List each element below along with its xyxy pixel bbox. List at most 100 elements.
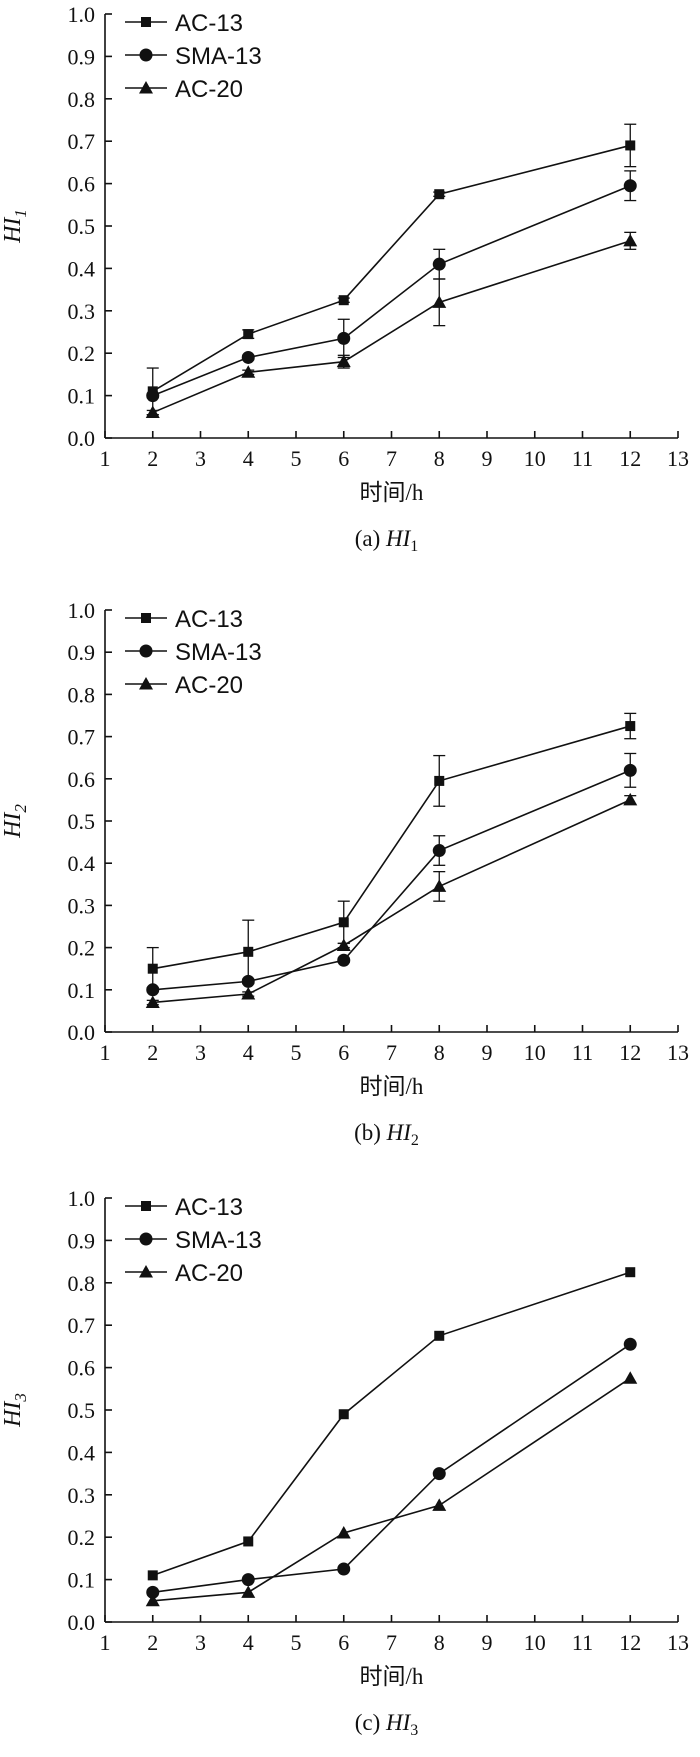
data-point bbox=[432, 295, 447, 308]
data-point bbox=[623, 1337, 637, 1351]
legend-marker bbox=[139, 48, 153, 62]
y-tick-label: 0.6 bbox=[68, 1356, 96, 1381]
x-tick-label: 7 bbox=[386, 1040, 397, 1065]
x-tick-label: 6 bbox=[338, 1040, 349, 1065]
chart-panel-c: 0.00.10.20.30.40.50.60.70.80.91.01 2 3 4 5 6 7… bbox=[0, 1186, 689, 1739]
data-point bbox=[338, 1409, 349, 1420]
x-tick-label: 4 bbox=[243, 1040, 254, 1065]
y-axis-title-main: HI bbox=[0, 217, 26, 244]
y-axis-title: HI1 bbox=[0, 209, 30, 244]
series-line bbox=[152, 240, 631, 414]
legend: AC-13 SMA-13 AC-20 bbox=[125, 10, 262, 103]
data-point bbox=[243, 1536, 254, 1547]
series-line bbox=[152, 769, 631, 991]
y-tick-label: 0.1 bbox=[68, 384, 96, 409]
x-tick-label: 1 bbox=[100, 446, 111, 471]
x-tick-label: 8 bbox=[434, 446, 445, 471]
panel-caption-label: (c) bbox=[355, 1710, 381, 1735]
y-tick-label: 0.3 bbox=[68, 1483, 96, 1508]
data-point bbox=[241, 365, 256, 378]
x-tick-label: 11 bbox=[572, 1630, 593, 1655]
series-sma-13 bbox=[146, 170, 637, 403]
y-tick-label: 0.9 bbox=[68, 640, 96, 665]
data-point bbox=[623, 233, 638, 247]
x-tick-label: 2 bbox=[147, 1630, 158, 1655]
y-tick-label: 0.5 bbox=[68, 1398, 96, 1423]
y-tick-label: 0.9 bbox=[68, 1228, 96, 1253]
x-tick-label: 5 bbox=[291, 1630, 302, 1655]
y-tick-label: 0.2 bbox=[68, 936, 96, 961]
x-tick-label: 7 bbox=[386, 1630, 397, 1655]
data-point bbox=[623, 763, 637, 777]
y-tick-label: 0.2 bbox=[68, 341, 96, 366]
series-line bbox=[152, 184, 631, 397]
x-tick-label: 11 bbox=[572, 1040, 593, 1065]
series-ac-20 bbox=[145, 1371, 638, 1607]
x-tick-label: 5 bbox=[291, 446, 302, 471]
y-tick-label: 0.2 bbox=[68, 1525, 96, 1550]
data-point bbox=[623, 179, 637, 193]
series-ac-13 bbox=[146, 712, 637, 991]
data-point bbox=[623, 1371, 638, 1384]
x-tick-label: 6 bbox=[338, 1630, 349, 1655]
y-tick-label: 1.0 bbox=[68, 2, 96, 27]
panel-caption-sub: 3 bbox=[410, 1722, 418, 1739]
x-tick-label: 9 bbox=[482, 1040, 493, 1065]
x-tick-label: 10 bbox=[524, 1040, 546, 1065]
data-point bbox=[338, 917, 349, 928]
data-point bbox=[145, 995, 160, 1008]
data-point bbox=[434, 1330, 445, 1341]
y-tick-label: 0.8 bbox=[68, 682, 96, 707]
data-point bbox=[434, 189, 445, 200]
x-tick-label: 13 bbox=[667, 1630, 689, 1655]
series-line bbox=[152, 144, 631, 393]
data-point bbox=[243, 329, 254, 340]
y-axis-title-main: HI bbox=[0, 812, 26, 839]
x-tick-label: 13 bbox=[667, 446, 689, 471]
legend-marker bbox=[139, 677, 153, 690]
y-tick-label: 0.4 bbox=[68, 1440, 96, 1465]
x-tick-label: 3 bbox=[195, 446, 206, 471]
legend: AC-13 SMA-13 AC-20 bbox=[125, 1194, 262, 1287]
y-tick-label: 0.7 bbox=[68, 1313, 96, 1338]
chart-panel-b: 0.00.10.20.30.40.50.60.70.80.91.01 2 3 4 5 6 7… bbox=[0, 598, 689, 1149]
y-tick-label: 0.6 bbox=[68, 767, 96, 792]
x-tick-label: 13 bbox=[667, 1040, 689, 1065]
data-point bbox=[336, 938, 351, 951]
legend-label: SMA-13 bbox=[175, 1227, 262, 1254]
data-point bbox=[623, 792, 638, 806]
legend-label: AC-20 bbox=[175, 672, 243, 699]
x-axis-title: 时间/h bbox=[360, 1664, 424, 1689]
data-point bbox=[432, 879, 447, 892]
panel-caption-var: HI bbox=[385, 1710, 412, 1735]
data-point bbox=[146, 983, 160, 997]
series-line bbox=[152, 1377, 631, 1602]
series-sma-13 bbox=[146, 1337, 637, 1599]
data-point bbox=[241, 350, 255, 364]
legend-label: AC-20 bbox=[175, 1260, 243, 1287]
series-ac-13 bbox=[146, 123, 637, 416]
y-tick-label: 0.5 bbox=[68, 809, 96, 834]
legend-marker bbox=[139, 644, 153, 658]
x-tick-label: 3 bbox=[195, 1630, 206, 1655]
data-point bbox=[338, 295, 349, 306]
data-point bbox=[432, 1467, 446, 1481]
y-axis-title-sub: 3 bbox=[11, 1393, 30, 1403]
panel-caption: (a) HI1 bbox=[355, 526, 419, 555]
data-point bbox=[241, 974, 255, 988]
legend-marker bbox=[139, 81, 153, 94]
x-tick-label: 9 bbox=[482, 446, 493, 471]
series-ac-20 bbox=[145, 231, 638, 419]
series-line bbox=[152, 1271, 631, 1577]
panel-caption-sub: 1 bbox=[410, 538, 418, 555]
y-tick-label: 0.1 bbox=[68, 978, 96, 1003]
y-tick-label: 0.8 bbox=[68, 87, 96, 112]
x-tick-label: 10 bbox=[524, 1630, 546, 1655]
x-tick-label: 3 bbox=[195, 1040, 206, 1065]
y-tick-label: 0.0 bbox=[68, 1020, 96, 1045]
y-tick-label: 0.6 bbox=[68, 172, 96, 197]
data-point bbox=[432, 1498, 447, 1511]
y-tick-label: 0.3 bbox=[68, 299, 96, 324]
series-line bbox=[152, 1343, 631, 1594]
